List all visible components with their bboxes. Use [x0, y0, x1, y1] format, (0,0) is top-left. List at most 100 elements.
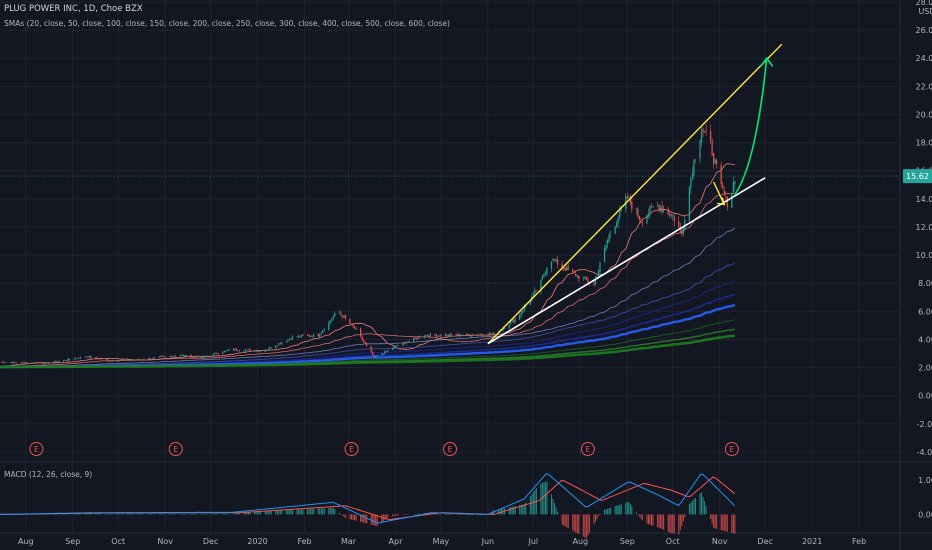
candle-body — [119, 360, 121, 361]
candle-body — [364, 341, 366, 344]
macd-histogram-bar — [557, 511, 559, 515]
macd-histogram-bar — [75, 513, 77, 515]
macd-histogram-bar — [149, 513, 151, 515]
candle-body — [244, 349, 247, 352]
candle-body — [731, 193, 733, 208]
macd-histogram-bar — [270, 510, 272, 515]
macd-histogram-bar — [364, 514, 366, 524]
candle-body — [22, 362, 24, 363]
macd-histogram-bar — [419, 513, 421, 515]
candle-body — [667, 209, 669, 215]
macd-histogram-bar — [288, 509, 290, 515]
macd-histogram-bar — [704, 501, 706, 515]
macd-histogram-bar — [513, 506, 515, 515]
candle-body — [470, 335, 472, 337]
candle-body — [519, 314, 521, 320]
candle-body — [249, 349, 251, 351]
macd-histogram-bar — [449, 514, 451, 515]
candle-body — [535, 290, 537, 292]
macd-histogram-bar — [497, 509, 499, 515]
sma-indicator-label[interactable]: SMAs (20, close, 50, close, 100, close, … — [4, 19, 450, 28]
macd-histogram-bar — [201, 513, 203, 515]
candle-body — [658, 205, 660, 211]
macd-histogram-bar — [310, 508, 312, 515]
candle-body — [66, 360, 68, 362]
candle-body — [508, 324, 510, 329]
projection-arrowhead — [760, 56, 774, 67]
macd-histogram-bar — [444, 514, 446, 515]
macd-histogram-bar — [158, 513, 160, 515]
macd-histogram-bar — [678, 514, 680, 535]
macd-histogram-bar — [163, 513, 165, 515]
candle-body — [382, 353, 384, 355]
macd-histogram-bar — [302, 509, 304, 515]
macd-histogram-bar — [467, 514, 469, 515]
macd-histogram-bar — [684, 514, 686, 518]
time-tick-label: Jul — [528, 537, 539, 546]
candle-body — [150, 358, 153, 360]
price-tick-label: 28.00 — [916, 0, 932, 7]
candle-body — [482, 334, 484, 336]
candle-body — [270, 347, 272, 349]
macd-histogram-bar — [179, 513, 181, 515]
candle-body — [610, 233, 612, 235]
macd-histogram-bar — [438, 514, 440, 515]
macd-histogram-bar — [702, 496, 704, 515]
macd-histogram-bar — [260, 511, 262, 515]
candle-body — [594, 279, 597, 285]
macd-histogram-bar — [646, 514, 648, 524]
candle-body — [626, 196, 628, 198]
macd-histogram-bar — [376, 514, 378, 527]
macd-histogram-bar — [184, 513, 186, 515]
candle-body — [387, 350, 389, 352]
candle-body — [403, 342, 406, 343]
candle-body — [243, 350, 245, 352]
macd-tick-label: 1.00 — [918, 476, 932, 485]
macd-histogram-bar — [723, 514, 725, 531]
macd-histogram-bar — [332, 507, 334, 515]
macd-histogram-bar — [301, 509, 303, 515]
candle-body — [397, 345, 400, 347]
macd-histogram-bar — [111, 513, 113, 515]
macd-histogram-bar — [317, 508, 319, 515]
macd-histogram-bar — [657, 514, 659, 528]
macd-histogram-bar — [523, 504, 525, 515]
candle-body — [617, 217, 619, 224]
candle-body — [55, 360, 57, 363]
candle-body — [734, 181, 736, 185]
price-tick-label: 8.00 — [918, 279, 932, 288]
macd-histogram-bar — [381, 514, 383, 523]
candle-body — [435, 334, 437, 337]
macd-histogram-bar — [663, 514, 665, 530]
candle-body — [63, 360, 65, 362]
macd-histogram-bar — [508, 507, 510, 515]
candle-body — [300, 334, 303, 338]
macd-indicator-label[interactable]: MACD (12, 26, close, 9) — [4, 470, 93, 479]
macd-histogram-bar — [413, 514, 415, 515]
candle-body — [340, 312, 342, 315]
macd-histogram-bar — [669, 514, 671, 533]
candle-body — [408, 341, 410, 342]
macd-histogram-bar — [194, 513, 196, 515]
macd-histogram-bar — [137, 513, 139, 515]
macd-histogram-bar — [129, 513, 131, 515]
candle-body — [446, 334, 448, 337]
macd-histogram-bar — [204, 513, 206, 515]
macd-histogram-bar — [647, 514, 649, 525]
macd-line — [0, 473, 736, 524]
candle-body — [428, 335, 430, 337]
candle-body — [396, 345, 398, 347]
candle-body — [31, 362, 33, 364]
candle-body — [476, 335, 478, 336]
macd-histogram-bar — [722, 514, 724, 531]
candle-body — [370, 346, 372, 353]
candle-body — [363, 339, 365, 342]
candle-body — [578, 275, 580, 279]
candle-body — [682, 228, 684, 234]
macd-histogram-bar — [299, 509, 301, 515]
macd-histogram-bar — [255, 511, 257, 515]
macd-histogram-bar — [269, 511, 271, 515]
macd-histogram-bar — [546, 481, 548, 515]
macd-histogram-bar — [196, 513, 198, 515]
candle-body — [297, 335, 300, 337]
